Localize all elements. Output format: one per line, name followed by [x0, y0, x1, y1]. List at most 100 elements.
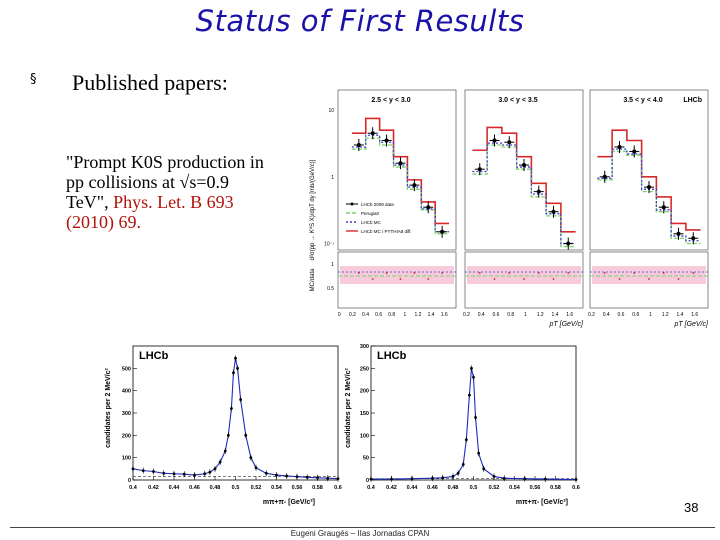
x-tick-label: 0.42: [386, 485, 397, 491]
data-point: [536, 189, 541, 194]
data-point: [384, 138, 389, 143]
mass-point: [456, 471, 460, 475]
mass-point: [574, 478, 578, 481]
legend-entry: Perugia0: [361, 211, 380, 216]
mass-point: [152, 470, 155, 473]
x-tick-label: 0.6: [492, 312, 499, 318]
ratio-point: [478, 272, 481, 274]
footer-text: Eugeni Graugés – IIas Jornadas CPAN: [290, 529, 430, 538]
x-tick-label: 1: [524, 312, 527, 318]
data-point: [617, 144, 622, 149]
x-tick-label: 1.4: [551, 312, 558, 318]
y-tick-label: 0: [128, 478, 131, 484]
mass-point: [244, 433, 248, 437]
legend-entry: LHCb 2009 data: [361, 202, 394, 207]
x-tick-label: 1.4: [676, 312, 683, 318]
mass-point: [326, 476, 330, 480]
y-tick-label: 400: [122, 389, 131, 395]
mass-point: [410, 477, 414, 481]
mass-brand: LHCb: [377, 350, 407, 362]
y-tick-label: 500: [122, 366, 131, 372]
x-tick-label: 0.5: [470, 485, 478, 491]
ratio-point: [427, 278, 430, 280]
ratio-point: [508, 272, 511, 274]
x-tick-label: 1.2: [537, 312, 544, 318]
mass-point: [316, 476, 319, 480]
x-tick-label: 0.56: [530, 485, 541, 491]
panel-label: 2.5 < y < 3.0: [371, 97, 410, 104]
ratio-point: [493, 278, 496, 280]
y-tick-label: 300: [122, 411, 131, 417]
ratio-point: [357, 272, 360, 274]
mass-point: [461, 462, 465, 466]
ratio-band: [340, 266, 454, 284]
x-tick-label: 0.56: [292, 485, 303, 491]
series-line-lhcb-mc-pythia8-diff-: [597, 129, 701, 231]
data-point: [522, 163, 526, 168]
mass-point: [390, 477, 393, 481]
left-xlabel: mπ+π- [GeV/c²]: [263, 499, 315, 506]
data-point: [492, 138, 497, 143]
data-point: [440, 229, 445, 234]
data-point: [477, 167, 482, 172]
mass-point: [474, 416, 477, 419]
x-tick-label: 0.8: [388, 312, 395, 318]
x-tick-label: 0.6: [617, 312, 624, 318]
ratio-point: [552, 278, 555, 280]
top-xlabel-2: pT [GeV/c]: [674, 321, 710, 328]
bullet-icon: §: [30, 72, 37, 87]
ratio-point: [662, 272, 665, 274]
y-tick-label: 50: [363, 456, 369, 462]
mass-point: [131, 467, 135, 471]
mass-point: [285, 474, 289, 478]
x-tick-label: 1.4: [428, 312, 435, 318]
x-tick-label: 0.48: [448, 485, 459, 491]
y-tick-label: 1: [331, 175, 334, 181]
data-point: [566, 241, 571, 246]
top-xlabel-1: pT [GeV/c]: [549, 321, 585, 328]
page-number: 38: [684, 500, 699, 515]
x-tick-label: 0.8: [632, 312, 639, 318]
x-tick-label: 0.5: [232, 485, 240, 491]
mass-point: [208, 470, 212, 474]
panel-label: 3.0 < y < 3.5: [498, 97, 537, 104]
mass-point: [451, 475, 455, 478]
mass-point: [482, 467, 486, 471]
mass-point: [275, 473, 278, 477]
mass-point: [230, 407, 233, 410]
x-tick-label: 1.6: [566, 312, 573, 318]
x-tick-label: 0.54: [509, 485, 521, 491]
ratio-point: [537, 272, 540, 274]
legend-entry: LHCb MC: [361, 220, 382, 225]
mass-point: [264, 471, 268, 475]
left-ylabel: candidates per 2 MeV/c²: [105, 367, 112, 447]
x-tick-label: 0.8: [507, 312, 514, 318]
mass-frame: [370, 345, 577, 481]
mass-point: [369, 477, 373, 481]
top-ylabel: d²σ(pp → K⁰S X)/dpT dy [mb/(GeV/c)]: [309, 159, 316, 260]
legend-entry: LHCb MC / PYTHIA8 diff.: [361, 229, 412, 234]
mass-point: [477, 451, 481, 455]
x-tick-label: 0.46: [189, 485, 200, 491]
data-point: [691, 236, 696, 241]
journal-ref: Phys. Let. B 693 (2010) 69.: [66, 192, 234, 232]
mass-point: [468, 393, 471, 397]
x-tick-label: 1: [403, 312, 406, 318]
mass-point: [502, 476, 506, 480]
y-tick-label: 10⁻¹: [324, 242, 334, 248]
y-tick-label: 300: [360, 344, 369, 350]
y-tick-label: 100: [122, 456, 131, 462]
y-tick-label: 10: [328, 108, 334, 114]
data-point: [676, 231, 681, 236]
mass-plot-right: candidates per 2 MeV/c² mπ+π- [GeV/c²] L…: [345, 344, 580, 506]
mass-point: [305, 475, 309, 479]
y-tick-label: 150: [360, 411, 369, 417]
data-point: [661, 205, 666, 210]
legend-swatch: [350, 202, 354, 206]
x-tick-label: 1.6: [441, 312, 448, 318]
x-tick-label: 0.6: [375, 312, 382, 318]
x-tick-label: 0.54: [271, 485, 283, 491]
ratio-band: [467, 266, 581, 284]
mass-point: [336, 477, 340, 481]
ratio-point: [441, 272, 444, 274]
